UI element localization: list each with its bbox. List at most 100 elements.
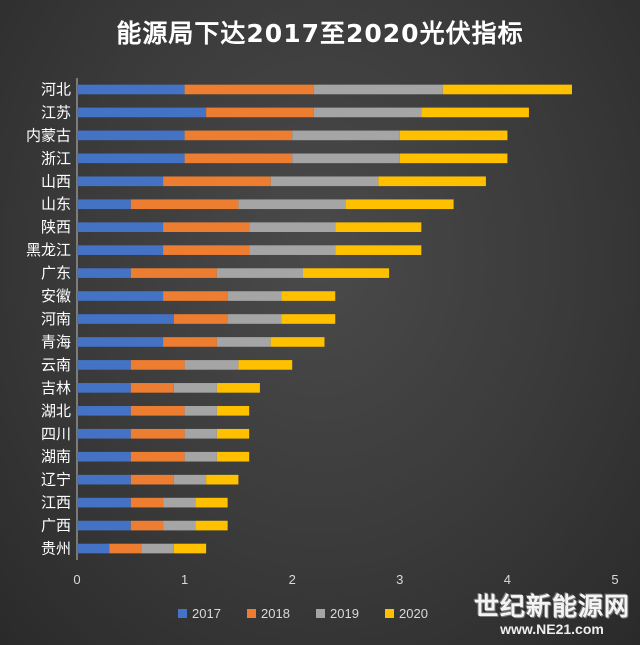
bar-segment-2018-6: [163, 222, 250, 233]
category-label: 云南: [41, 356, 71, 374]
bar-segment-2018-12: [130, 360, 185, 370]
bar-segment-2020-1: [421, 107, 529, 118]
bar-segment-2017-18: [77, 497, 131, 508]
category-label: 山西: [41, 172, 71, 190]
bar-segment-2018-0: [184, 84, 314, 95]
bar-segment-2018-8: [130, 268, 217, 278]
bar-segment-2019-15: [184, 428, 217, 439]
bar-segment-2017-6: [77, 222, 164, 233]
category-label: 湖南: [41, 448, 71, 466]
bar-segment-2019-0: [313, 84, 443, 95]
bar-segment-2017-9: [77, 291, 164, 301]
x-tick-label: 1: [181, 572, 188, 587]
bar-segment-2020-4: [378, 176, 486, 187]
bar-segment-2017-1: [77, 107, 207, 118]
bar-segment-2018-17: [130, 474, 174, 485]
bar-segment-2018-10: [173, 314, 228, 324]
bar-segment-2020-5: [346, 199, 454, 210]
bar-segment-2018-1: [206, 107, 314, 118]
bar-segment-2019-10: [227, 314, 282, 324]
bar-segment-2017-3: [77, 153, 185, 164]
bar-segment-2018-20: [109, 543, 142, 554]
category-label: 安徽: [41, 287, 71, 305]
legend-label-2018: 2018: [261, 606, 290, 621]
bar-segment-2017-19: [77, 520, 131, 531]
bar-segment-2017-7: [77, 245, 164, 255]
bar-segment-2017-17: [77, 474, 131, 485]
bar-segment-2020-2: [399, 130, 508, 141]
category-label: 河南: [41, 310, 71, 328]
chart-title: 能源局下达2017至2020光伏指标: [116, 19, 524, 48]
x-tick-labels: 0 1 2 3 4 5: [73, 572, 618, 587]
bar-segment-2019-8: [216, 268, 303, 278]
bar-segment-2019-17: [173, 474, 207, 485]
bar-segment-2018-4: [163, 176, 271, 187]
bar-segment-2019-4: [270, 176, 379, 187]
legend-label-2019: 2019: [330, 606, 359, 621]
bar-segment-2018-14: [130, 405, 185, 416]
category-label: 青海: [41, 333, 71, 351]
x-tick-label: 5: [611, 572, 618, 587]
bar-segment-2017-4: [77, 176, 164, 187]
bar-segment-2018-5: [130, 199, 239, 210]
legend-swatch-2017: [178, 609, 187, 618]
bar-segment-2019-16: [184, 451, 217, 462]
bar-segment-2017-15: [77, 428, 131, 439]
category-label: 黑龙江: [26, 241, 71, 259]
category-label: 广西: [41, 517, 71, 535]
bar-segment-2017-16: [77, 451, 131, 462]
bar-segment-2019-3: [292, 153, 400, 164]
category-label: 江西: [41, 494, 71, 512]
bar-segment-2018-7: [163, 245, 250, 255]
category-label: 吉林: [41, 379, 71, 397]
category-label: 辽宁: [41, 471, 71, 489]
watermark-name: 世纪新能源网: [473, 592, 630, 621]
bar-segment-2019-2: [292, 130, 400, 141]
legend-swatch-2018: [247, 609, 256, 618]
bar-segment-2019-20: [141, 543, 174, 554]
category-labels: 河北江苏内蒙古浙江山西山东陕西黑龙江广东安徽河南青海云南吉林湖北四川湖南辽宁江西…: [26, 80, 71, 557]
bar-segment-2017-0: [77, 84, 185, 95]
bar-segment-2020-20: [173, 543, 207, 554]
legend-swatch-2020: [385, 609, 394, 618]
bar-segment-2020-8: [302, 268, 390, 278]
bar-segment-2020-14: [216, 405, 250, 416]
bar-segment-2019-11: [216, 337, 271, 347]
bar-segment-2020-9: [281, 291, 336, 301]
category-label: 湖北: [41, 402, 71, 420]
bar-segment-2018-3: [184, 153, 293, 164]
bar-segment-2020-17: [206, 474, 239, 485]
legend-swatch-2019: [316, 609, 325, 618]
bar-segment-2017-2: [77, 130, 185, 141]
bar-segment-2018-16: [130, 451, 185, 462]
bar-segment-2020-3: [399, 153, 508, 164]
watermark-url: www.NE21.com: [500, 621, 604, 637]
bar-segment-2018-9: [163, 291, 228, 301]
category-label: 内蒙古: [26, 126, 71, 144]
bar-segment-2020-13: [216, 383, 260, 393]
bar-segment-2020-12: [238, 360, 293, 370]
category-label: 贵州: [41, 540, 71, 558]
bar-segment-2018-19: [130, 520, 164, 531]
bar-segment-2019-19: [163, 520, 196, 531]
legend-label-2020: 2020: [399, 606, 428, 621]
bar-segment-2018-13: [130, 383, 174, 393]
bar-segment-2020-6: [335, 222, 422, 233]
bar-segment-2017-20: [77, 543, 110, 554]
bar-segment-2017-10: [77, 314, 174, 324]
bar-segment-2019-7: [249, 245, 336, 255]
category-label: 山东: [41, 195, 71, 213]
category-label: 陕西: [41, 218, 71, 236]
bar-segment-2019-9: [227, 291, 282, 301]
bar-segment-2019-6: [249, 222, 336, 233]
bar-segment-2020-0: [442, 84, 572, 95]
bar-segment-2018-2: [184, 130, 293, 141]
bar-segment-2017-13: [77, 383, 131, 393]
x-tick-label: 3: [396, 572, 403, 587]
category-label: 河北: [41, 80, 71, 98]
bar-segment-2019-14: [184, 405, 217, 416]
legend-label-2017: 2017: [192, 606, 221, 621]
bar-segment-2020-16: [216, 451, 250, 462]
bar-segment-2020-15: [216, 428, 250, 439]
